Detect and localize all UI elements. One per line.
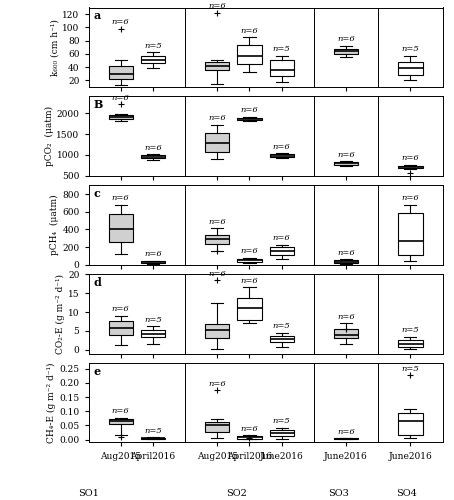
- PathPatch shape: [399, 212, 423, 255]
- Text: n=6: n=6: [337, 428, 355, 436]
- Text: B: B: [94, 99, 103, 110]
- Y-axis label: CH₄-E (g m⁻² d⁻¹): CH₄-E (g m⁻² d⁻¹): [47, 362, 56, 443]
- Text: n=6: n=6: [337, 151, 355, 159]
- Text: n=6: n=6: [208, 2, 226, 10]
- PathPatch shape: [237, 436, 262, 438]
- PathPatch shape: [141, 56, 165, 63]
- PathPatch shape: [109, 420, 133, 424]
- PathPatch shape: [334, 329, 358, 338]
- Text: n=6: n=6: [112, 18, 129, 26]
- PathPatch shape: [270, 248, 294, 254]
- PathPatch shape: [237, 298, 262, 320]
- PathPatch shape: [270, 154, 294, 156]
- Text: n=6: n=6: [273, 143, 291, 151]
- Text: n=6: n=6: [241, 27, 258, 35]
- Text: n=6: n=6: [208, 380, 226, 388]
- Text: n=6: n=6: [241, 277, 258, 285]
- Text: n=6: n=6: [337, 36, 355, 44]
- PathPatch shape: [205, 234, 229, 244]
- Text: n=6: n=6: [241, 425, 258, 433]
- Y-axis label: pCO₂  (μatm): pCO₂ (μatm): [44, 106, 54, 166]
- Text: SO2: SO2: [226, 488, 247, 498]
- Text: n=5: n=5: [273, 418, 291, 426]
- Text: c: c: [94, 188, 101, 198]
- PathPatch shape: [237, 118, 262, 120]
- Text: n=5: n=5: [402, 364, 419, 372]
- PathPatch shape: [237, 45, 262, 64]
- Y-axis label: k₆₀₀ (cm h⁻¹): k₆₀₀ (cm h⁻¹): [50, 19, 59, 76]
- Y-axis label: CO₂-E (g m⁻² d⁻¹): CO₂-E (g m⁻² d⁻¹): [56, 274, 65, 354]
- PathPatch shape: [109, 214, 133, 242]
- Text: n=6: n=6: [241, 248, 258, 256]
- Text: n=5: n=5: [402, 46, 419, 54]
- Text: n=6: n=6: [112, 94, 129, 102]
- PathPatch shape: [109, 115, 133, 119]
- Text: a: a: [94, 10, 101, 21]
- PathPatch shape: [399, 62, 423, 75]
- PathPatch shape: [237, 258, 262, 262]
- PathPatch shape: [334, 438, 358, 440]
- Text: n=6: n=6: [208, 114, 226, 122]
- Text: n=5: n=5: [273, 46, 291, 54]
- PathPatch shape: [205, 62, 229, 70]
- PathPatch shape: [270, 60, 294, 76]
- PathPatch shape: [399, 166, 423, 168]
- Text: n=6: n=6: [144, 250, 162, 258]
- Text: SO4: SO4: [396, 488, 417, 498]
- Text: SO3: SO3: [328, 488, 349, 498]
- PathPatch shape: [334, 162, 358, 164]
- PathPatch shape: [205, 324, 229, 338]
- Text: n=6: n=6: [241, 106, 258, 114]
- Text: e: e: [94, 366, 101, 376]
- PathPatch shape: [334, 260, 358, 263]
- PathPatch shape: [399, 340, 423, 347]
- Text: n=6: n=6: [337, 249, 355, 257]
- PathPatch shape: [270, 430, 294, 436]
- Text: n=6: n=6: [112, 306, 129, 314]
- PathPatch shape: [205, 422, 229, 432]
- PathPatch shape: [141, 438, 165, 439]
- PathPatch shape: [270, 336, 294, 342]
- Text: n=6: n=6: [337, 313, 355, 321]
- Text: n=6: n=6: [112, 407, 129, 415]
- PathPatch shape: [109, 66, 133, 79]
- Text: n=6: n=6: [273, 234, 291, 242]
- PathPatch shape: [399, 412, 423, 434]
- PathPatch shape: [141, 262, 165, 264]
- Text: n=5: n=5: [144, 316, 162, 324]
- Text: n=6: n=6: [144, 144, 162, 152]
- Text: n=5: n=5: [144, 426, 162, 434]
- Text: n=6: n=6: [402, 154, 419, 162]
- Text: n=6: n=6: [208, 218, 226, 226]
- Text: n=6: n=6: [208, 270, 226, 278]
- Text: d: d: [94, 276, 102, 287]
- Text: n=5: n=5: [402, 326, 419, 334]
- Text: SO1: SO1: [78, 488, 99, 498]
- PathPatch shape: [334, 48, 358, 54]
- Text: n=5: n=5: [144, 42, 162, 50]
- PathPatch shape: [205, 133, 229, 152]
- PathPatch shape: [141, 156, 165, 158]
- Y-axis label: pCH₄  (μatm): pCH₄ (μatm): [50, 194, 59, 256]
- Text: n=5: n=5: [273, 322, 291, 330]
- Text: n=6: n=6: [402, 194, 419, 202]
- PathPatch shape: [141, 330, 165, 338]
- PathPatch shape: [109, 322, 133, 336]
- Text: n=6: n=6: [112, 194, 129, 202]
